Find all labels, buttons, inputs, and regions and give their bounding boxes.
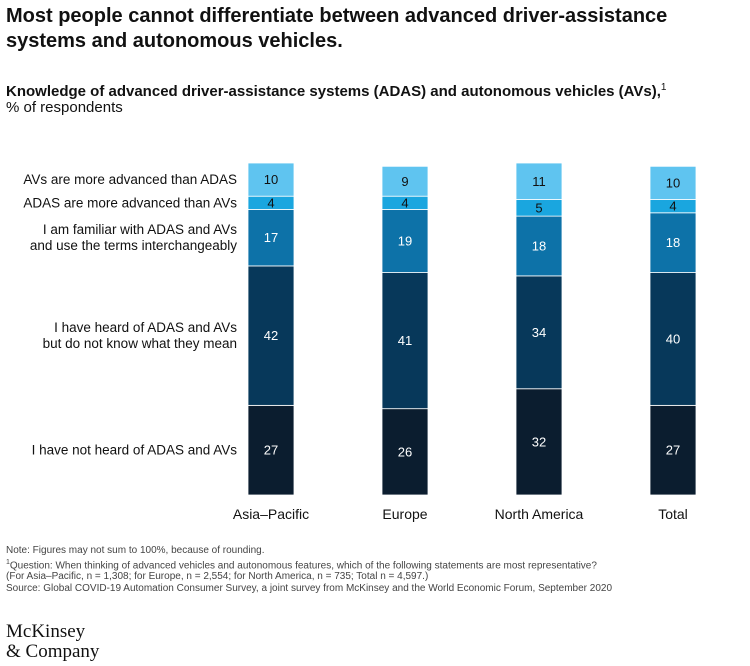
bar-value-label: 5 — [535, 200, 542, 215]
bar-segment — [247, 162, 295, 197]
sample-note: (For Asia–Pacific, n = 1,308; for Europe… — [6, 571, 429, 583]
question-footnote-mark: 1 — [6, 558, 10, 566]
category-label: Total — [658, 506, 688, 522]
bar-value-label: 18 — [532, 239, 546, 254]
mckinsey-logo: McKinsey & Company — [6, 622, 99, 662]
chart-subtitle-text: Knowledge of advanced driver-assistance … — [6, 83, 661, 100]
bar-value-label: 9 — [401, 174, 408, 189]
bar-value-label: 4 — [401, 195, 408, 210]
bar-segment — [515, 215, 563, 277]
category-label: Asia–Pacific — [233, 506, 309, 522]
series-label-line: I am familiar with ADAS and AVs — [43, 222, 237, 237]
series-label-line: and use the terms interchangeably — [30, 238, 237, 253]
series-label-line: I have not heard of ADAS and AVs — [32, 443, 238, 458]
bar-value-label: 19 — [398, 234, 412, 249]
bar-segment — [515, 275, 563, 390]
category-label: Europe — [382, 506, 427, 522]
bar-value-label: 26 — [398, 444, 412, 459]
chart-subtitle: Knowledge of advanced driver-assistance … — [6, 78, 746, 101]
logo-line-1: McKinsey — [6, 621, 86, 642]
bar-segment — [515, 388, 563, 496]
bar-value-label: 10 — [264, 172, 278, 187]
bar-segment — [649, 165, 697, 200]
bar-value-label: 4 — [267, 195, 274, 210]
bar-segment — [247, 404, 295, 496]
question-text: Question: When thinking of advanced vehi… — [9, 559, 597, 571]
bar-value-label: 11 — [532, 174, 546, 189]
bar-value-label: 27 — [666, 443, 680, 458]
bar-segment — [381, 165, 429, 197]
chart-headline: Most people cannot differentiate between… — [6, 5, 668, 52]
chart-notes: Note: Figures may not sum to 100%, becau… — [6, 545, 746, 594]
series-label: I am familiar with ADAS and AVs and use t… — [30, 222, 237, 253]
series-label-line: but do not know what they mean — [43, 336, 237, 351]
bar-value-label: 34 — [532, 325, 546, 340]
chart-unit: % of respondents — [6, 99, 123, 116]
series-label: ADAS are more advanced than AVs — [23, 195, 237, 210]
series-label: AVs are more advanced than ADAS — [23, 172, 237, 187]
bar-value-label: 10 — [666, 175, 680, 190]
series-label-line: AVs are more advanced than ADAS — [23, 172, 237, 187]
bar-value-label: 27 — [264, 443, 278, 458]
series-label-line: I have heard of ADAS and AVs — [54, 320, 237, 335]
bar-value-label: 18 — [666, 235, 680, 250]
series-label: I have heard of ADAS and AVs but do not k… — [43, 320, 238, 351]
series-label-line: ADAS are more advanced than AVs — [23, 195, 237, 210]
bar-value-label: 32 — [532, 434, 546, 449]
bar-value-label: 4 — [669, 199, 676, 214]
logo-line-2: & Company — [6, 641, 100, 662]
question-note: 1Question: When thinking of advanced veh… — [6, 557, 746, 572]
rounding-note: Note: Figures may not sum to 100%, becau… — [6, 545, 265, 556]
bar-value-label: 41 — [398, 333, 412, 348]
bar-segment — [247, 209, 295, 267]
bar-segment — [515, 162, 563, 200]
bar-segment — [649, 212, 697, 273]
bar-value-label: 40 — [666, 331, 680, 346]
stacked-bar-chart: 27 42 17 4 10 Asia–Pacific 26 41 19 4 9 Europe 32 34 1… — [23, 162, 697, 522]
source-note: Source: Global COVID-19 Automation Consu… — [6, 582, 613, 594]
series-label: I have not heard of ADAS and AVs — [32, 443, 238, 458]
bar-value-label: 17 — [264, 230, 278, 245]
bar-segment — [649, 404, 697, 496]
subtitle-footnote-mark: 1 — [660, 82, 667, 93]
bar-value-label: 42 — [264, 328, 278, 343]
category-label: North America — [495, 506, 584, 522]
bar-segment — [381, 209, 429, 273]
